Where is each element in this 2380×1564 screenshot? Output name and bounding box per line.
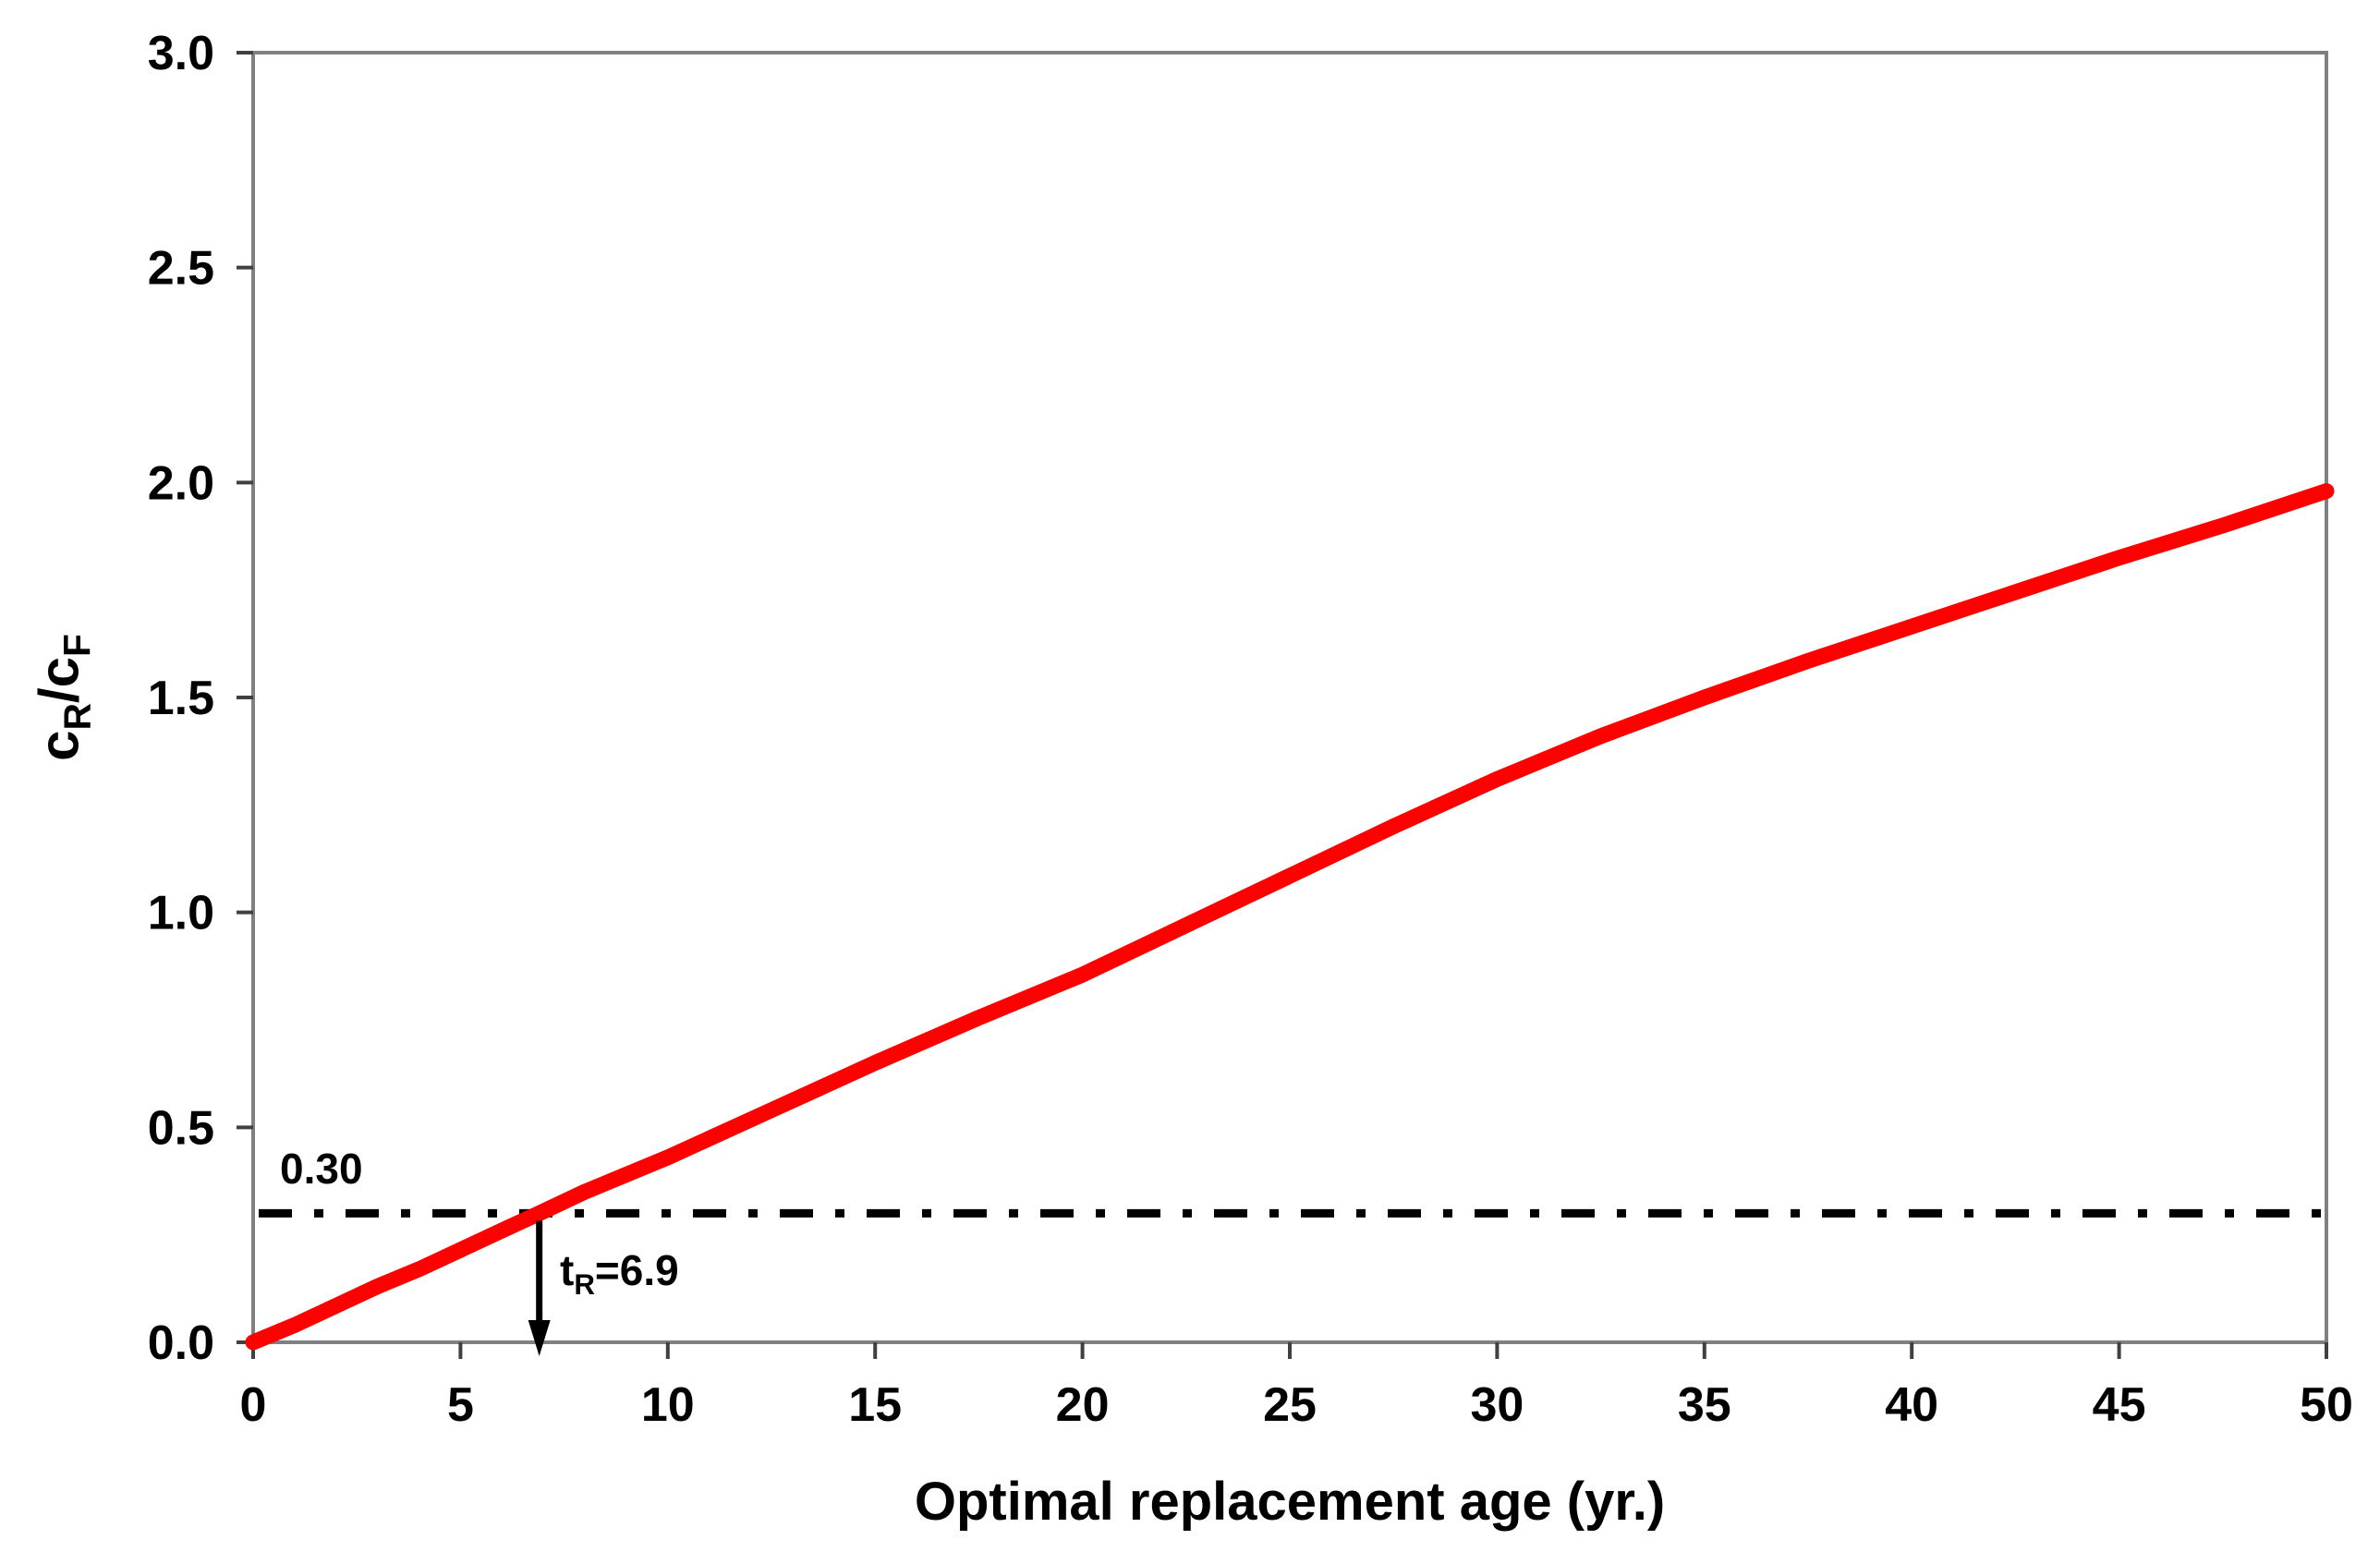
x-axis-tick-label: 35 — [1678, 1378, 1731, 1432]
x-axis-tick-label: 25 — [1263, 1378, 1317, 1432]
x-axis-tick-label: 5 — [447, 1378, 474, 1432]
y-axis-tick-label: 1.5 — [148, 672, 214, 725]
y-axis-tick-label: 2.0 — [148, 456, 214, 510]
x-axis-title: Optimal replacement age (yr.) — [914, 1472, 1666, 1532]
optimal-age-annotation: tR=6.9 — [560, 1245, 679, 1299]
y-axis-tick-label: 0.0 — [148, 1316, 214, 1370]
y-title-sub1: R — [55, 703, 99, 731]
reference-line-value-label: 0.30 — [280, 1145, 363, 1193]
plot-border — [251, 51, 2328, 1344]
annotation-subscript: R — [574, 1268, 595, 1301]
x-axis-tick-label: 20 — [1056, 1378, 1110, 1432]
y-title-base1: c — [28, 730, 91, 761]
y-axis-title: cR/cF — [28, 634, 99, 761]
x-axis-tick-label: 15 — [848, 1378, 902, 1432]
annotation-rest: =6.9 — [594, 1246, 679, 1294]
y-axis-tick-label: 0.5 — [148, 1101, 214, 1155]
x-axis-tick-label: 10 — [641, 1378, 695, 1432]
x-axis-tick-label: 45 — [2093, 1378, 2146, 1432]
y-axis-tick-label: 3.0 — [148, 27, 214, 80]
x-axis-tick-label: 50 — [2300, 1378, 2353, 1432]
y-title-sub2: F — [55, 634, 99, 658]
x-axis-tick-label: 0 — [240, 1378, 267, 1432]
cost-ratio-curve — [245, 483, 2335, 1351]
x-axis-tick-label: 30 — [1470, 1378, 1524, 1432]
annotation-arrow-head — [528, 1320, 551, 1356]
x-axis-tick-label: 40 — [1885, 1378, 1938, 1432]
y-axis-tick-label: 1.0 — [148, 887, 214, 940]
y-title-base2: /c — [28, 657, 91, 704]
annotation-base: t — [560, 1246, 575, 1294]
y-axis-tick-label: 2.5 — [148, 242, 214, 296]
